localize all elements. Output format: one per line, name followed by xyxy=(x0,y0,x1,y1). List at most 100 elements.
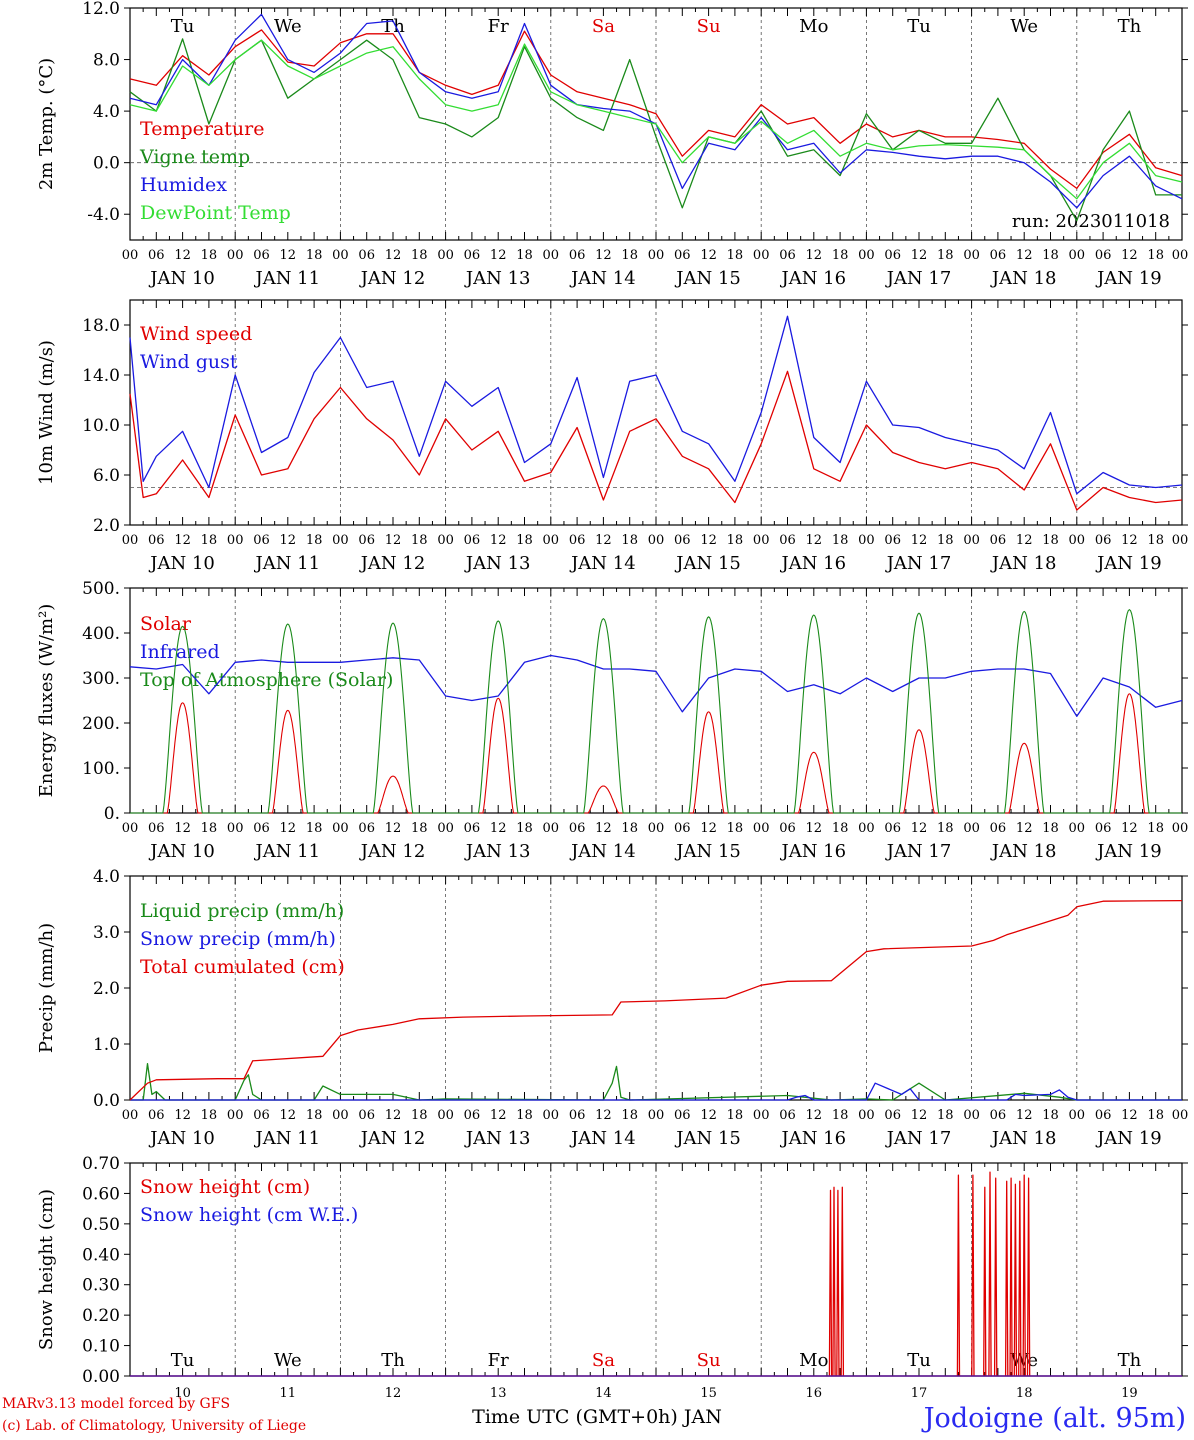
series-top-of-atmosphere-solar- xyxy=(445,620,551,814)
legend-humidex: Humidex xyxy=(140,174,227,196)
day-number-label: 18 xyxy=(1016,1386,1033,1401)
hour-tick-label: 12 xyxy=(280,1108,297,1123)
hour-tick-label: 12 xyxy=(174,1108,191,1123)
series-wind-gust xyxy=(129,315,1183,495)
date-label: JAN 12 xyxy=(359,553,426,574)
hour-tick-label: 06 xyxy=(990,248,1007,263)
date-label: JAN 13 xyxy=(464,841,531,862)
y-tick-label: 2.0 xyxy=(93,516,120,536)
hour-tick-label: 00 xyxy=(227,1108,244,1123)
series-top-of-atmosphere-solar- xyxy=(656,616,762,814)
y-tick-label: 12.0 xyxy=(82,0,120,19)
y-tick-label: 4.0 xyxy=(93,102,120,122)
date-label: JAN 10 xyxy=(148,1128,215,1149)
hour-tick-label: 06 xyxy=(884,248,901,263)
y-axis-title: 2m Temp. (°C) xyxy=(36,58,57,190)
hour-tick-label: 12 xyxy=(280,248,297,263)
weekday-label: Fr xyxy=(488,16,509,37)
hour-tick-label: 18 xyxy=(727,1108,744,1123)
hour-tick-label: 00 xyxy=(648,821,665,836)
hour-tick-label: 06 xyxy=(1095,1108,1112,1123)
hour-tick-label: 00 xyxy=(753,1108,770,1123)
series-snow-height-cm- xyxy=(971,1174,975,1377)
hour-tick-label: 12 xyxy=(911,248,928,263)
hour-tick-label: 18 xyxy=(306,821,323,836)
series-solar xyxy=(1076,693,1182,814)
hour-tick-label: 00 xyxy=(963,533,980,548)
hour-tick-label: 18 xyxy=(1147,1108,1164,1123)
series-vigne-temp xyxy=(129,38,1182,222)
hour-tick-label: 00 xyxy=(1172,1108,1189,1123)
day-number-label: 10 xyxy=(174,1386,191,1401)
series-snow-precip-mm-h- xyxy=(130,1082,1182,1101)
hour-tick-label: 00 xyxy=(332,821,349,836)
y-tick-label: 500. xyxy=(82,579,120,599)
date-label: JAN 17 xyxy=(885,553,952,574)
hour-tick-label: 12 xyxy=(174,533,191,548)
series-top-of-atmosphere-solar- xyxy=(971,610,1077,814)
series-snow-height-cm- xyxy=(983,1186,987,1377)
legend-temperature: Temperature xyxy=(140,118,264,140)
hour-tick-label: 00 xyxy=(122,533,139,548)
hour-tick-label: 18 xyxy=(1147,248,1164,263)
weekday-label: Su xyxy=(697,1350,721,1371)
weekday-label: Mo xyxy=(799,1350,828,1371)
date-label: JAN 19 xyxy=(1095,553,1162,574)
date-label: JAN 10 xyxy=(148,841,215,862)
hour-tick-label: 18 xyxy=(516,1108,533,1123)
date-label: JAN 10 xyxy=(148,553,215,574)
y-tick-label: -4.0 xyxy=(87,205,120,225)
series-top-of-atmosphere-solar- xyxy=(340,622,446,814)
series-snow-height-cm- xyxy=(832,1186,836,1377)
series-top-of-atmosphere-solar- xyxy=(1076,609,1182,814)
date-label: JAN 19 xyxy=(1095,1128,1162,1149)
date-label: JAN 14 xyxy=(569,841,636,862)
date-label: JAN 13 xyxy=(464,1128,531,1149)
series-dewpoint-temp xyxy=(129,39,1183,200)
date-label: JAN 12 xyxy=(359,1128,426,1149)
hour-tick-label: 06 xyxy=(253,248,270,263)
x-axis-title: Time UTC (GMT+0h) JAN xyxy=(472,1406,722,1428)
date-label: JAN 18 xyxy=(990,1128,1057,1149)
hour-tick-label: 12 xyxy=(1121,533,1138,548)
date-label: JAN 18 xyxy=(990,553,1057,574)
y-axis-title: Snow height (cm) xyxy=(36,1189,57,1350)
hour-tick-label: 12 xyxy=(1121,248,1138,263)
hour-tick-label: 12 xyxy=(700,248,717,263)
day-number-label: 19 xyxy=(1121,1386,1138,1401)
hour-tick-label: 00 xyxy=(332,1108,349,1123)
hour-tick-label: 12 xyxy=(280,821,297,836)
day-number-label: 17 xyxy=(911,1386,928,1401)
series-snow-height-cm- xyxy=(828,1189,833,1377)
series-snow-height-cm- xyxy=(993,1177,998,1377)
weekday-label: Sa xyxy=(592,1350,615,1371)
day-number-label: 15 xyxy=(700,1386,717,1401)
hour-tick-label: 12 xyxy=(595,533,612,548)
hour-tick-label: 12 xyxy=(385,248,402,263)
hour-tick-label: 00 xyxy=(543,1108,560,1123)
weekday-label: Mo xyxy=(799,16,828,37)
legend-vigne-temp: Vigne temp xyxy=(139,146,250,168)
date-label: JAN 19 xyxy=(1095,268,1162,289)
hour-tick-label: 18 xyxy=(621,1108,638,1123)
series-solar xyxy=(235,709,341,814)
hour-tick-label: 18 xyxy=(832,821,849,836)
weekday-label: Tu xyxy=(907,16,931,37)
hour-tick-label: 12 xyxy=(1016,248,1033,263)
hour-tick-label: 00 xyxy=(227,821,244,836)
weekday-label: Th xyxy=(1118,1350,1142,1371)
hour-tick-label: 00 xyxy=(332,533,349,548)
hour-tick-label: 12 xyxy=(700,1108,717,1123)
hour-tick-label: 18 xyxy=(937,533,954,548)
hour-tick-label: 00 xyxy=(753,533,770,548)
hour-tick-label: 18 xyxy=(201,1108,218,1123)
date-label: JAN 15 xyxy=(674,268,741,289)
hour-tick-label: 00 xyxy=(543,248,560,263)
series-snow-height-cm- xyxy=(836,1189,840,1377)
date-label: JAN 13 xyxy=(464,268,531,289)
date-label: JAN 11 xyxy=(254,268,321,289)
hour-tick-label: 06 xyxy=(779,821,796,836)
legend-snow-precip-mm-h-: Snow precip (mm/h) xyxy=(140,928,336,950)
y-tick-label: 14.0 xyxy=(82,366,120,386)
legend-solar: Solar xyxy=(140,613,192,635)
